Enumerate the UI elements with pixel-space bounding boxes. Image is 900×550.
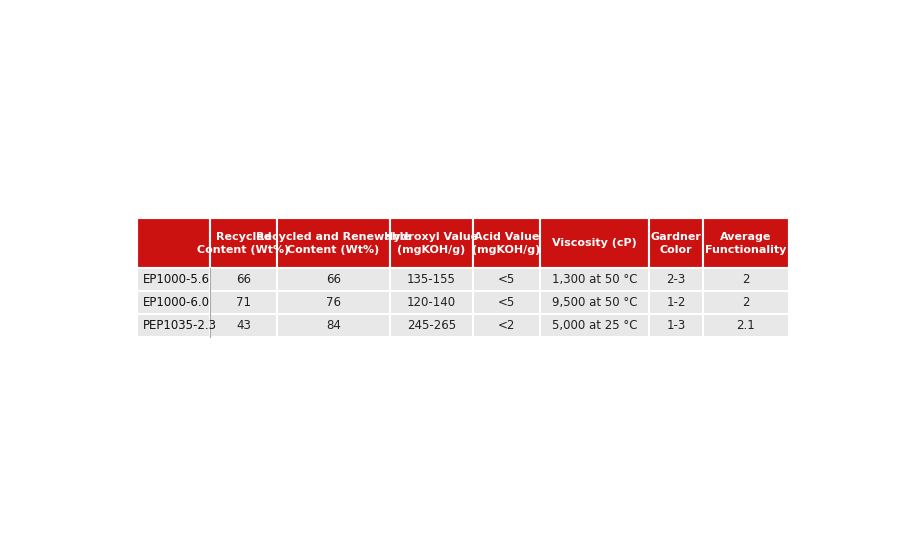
Bar	[276, 314, 390, 337]
Text: 120-140: 120-140	[407, 296, 456, 309]
Bar	[276, 218, 390, 268]
Bar	[276, 291, 390, 314]
Text: EP1000-6.0: EP1000-6.0	[143, 296, 210, 309]
Bar	[649, 268, 703, 291]
Text: 245-265: 245-265	[407, 319, 456, 332]
Text: PEP1035-2.3: PEP1035-2.3	[143, 319, 217, 332]
Bar	[210, 218, 276, 268]
Bar	[703, 218, 789, 268]
Bar	[137, 218, 789, 337]
Bar	[390, 291, 473, 314]
Bar	[473, 268, 539, 291]
Text: 43: 43	[236, 319, 251, 332]
Bar	[210, 314, 276, 337]
Text: 9,500 at 50 °C: 9,500 at 50 °C	[552, 296, 637, 309]
Text: 2-3: 2-3	[666, 273, 686, 286]
Text: 2: 2	[742, 296, 750, 309]
Bar	[137, 314, 210, 337]
Bar	[539, 314, 649, 337]
Bar	[703, 268, 789, 291]
Text: Recycled
Content (Wt%): Recycled Content (Wt%)	[197, 232, 290, 255]
Bar	[539, 291, 649, 314]
Text: EP1000-5.6: EP1000-5.6	[143, 273, 210, 286]
Text: <2: <2	[498, 319, 515, 332]
Text: 5,000 at 25 °C: 5,000 at 25 °C	[552, 319, 637, 332]
Text: 66: 66	[236, 273, 251, 286]
Bar	[390, 218, 473, 268]
Bar	[137, 291, 210, 314]
Bar	[390, 314, 473, 337]
Text: 66: 66	[326, 273, 341, 286]
Text: 76: 76	[326, 296, 341, 309]
Bar	[649, 291, 703, 314]
Bar	[703, 314, 789, 337]
Text: Average
Functionality: Average Functionality	[705, 232, 787, 255]
Text: 2.1: 2.1	[736, 319, 755, 332]
Text: Viscosity (cP): Viscosity (cP)	[552, 238, 637, 249]
Bar	[473, 218, 539, 268]
Text: <5: <5	[498, 296, 515, 309]
Bar	[276, 268, 390, 291]
Text: Recycled and Renewable
Content (Wt%): Recycled and Renewable Content (Wt%)	[256, 232, 410, 255]
Bar	[210, 291, 276, 314]
Bar	[473, 291, 539, 314]
Bar	[649, 218, 703, 268]
Text: Acid Value
(mgKOH/g): Acid Value (mgKOH/g)	[472, 232, 540, 255]
Bar	[703, 291, 789, 314]
Text: Hydroxyl Value
(mgKOH/g): Hydroxyl Value (mgKOH/g)	[384, 232, 479, 255]
Text: 135-155: 135-155	[407, 273, 455, 286]
Text: 84: 84	[326, 319, 341, 332]
Bar	[539, 218, 649, 268]
Text: 1-3: 1-3	[666, 319, 686, 332]
Bar	[473, 314, 539, 337]
Bar	[390, 268, 473, 291]
Bar	[210, 268, 276, 291]
Bar	[137, 218, 210, 268]
Text: 1,300 at 50 °C: 1,300 at 50 °C	[552, 273, 637, 286]
Text: Gardner
Color: Gardner Color	[651, 232, 701, 255]
Text: 71: 71	[236, 296, 251, 309]
Bar	[137, 268, 210, 291]
Text: <5: <5	[498, 273, 515, 286]
Bar	[539, 268, 649, 291]
Text: 1-2: 1-2	[666, 296, 686, 309]
Bar	[649, 314, 703, 337]
Text: 2: 2	[742, 273, 750, 286]
